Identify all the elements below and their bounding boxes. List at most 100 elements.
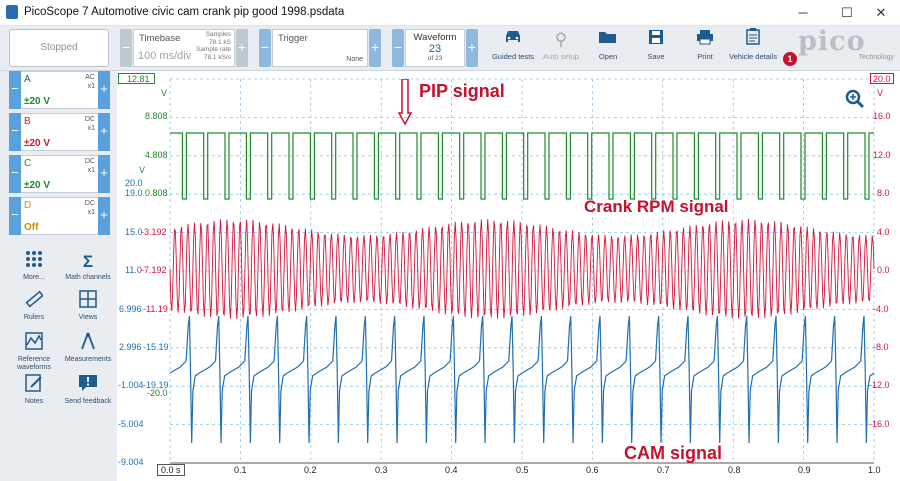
toolbar: Stopped − Timebase 100 ms/div Samples 78… [0,26,900,71]
waveform-next-button[interactable]: + [466,29,478,67]
time-axis-label: 0.5 [516,465,529,475]
time-axis-label: 0.3 [375,465,388,475]
auto-setup-label: Auto setup [543,52,579,61]
left-axis-label: 8.808 [145,111,168,121]
blue-axis-label: -9.004 [118,457,144,467]
sigma-icon: Σ [82,252,94,271]
channel-c-coupling: DC [84,158,95,165]
channel-d-increase-button[interactable]: + [98,197,110,235]
channel-c-probe: x1 [87,167,95,174]
channel-b-increase-button[interactable]: + [98,113,110,151]
time-axis-label: 0.9 [798,465,811,475]
blue-axis-label: 6.996 [119,304,142,314]
more-label: More... [23,274,45,281]
channel-b-range: ±20 V [24,138,51,149]
channel-a-name: A [24,74,31,85]
notification-badge[interactable]: 1 [783,52,797,66]
blue-axis-label: 2.996 [119,342,142,352]
ruler-icon [8,290,60,314]
channel-b-decrease-button[interactable]: − [9,113,21,151]
channel-c-increase-button[interactable]: + [98,155,110,193]
reference-waveforms-button[interactable]: Reference waveforms [8,332,60,371]
channel-a-increase-button[interactable]: + [98,71,110,109]
time-axis-label: 0.6 [586,465,599,475]
left-axis-label: -3.192 [141,227,167,237]
timebase-increase-button[interactable]: + [236,29,248,67]
timebase-decrease-button[interactable]: − [120,29,132,67]
waveform-panel: Waveform 23 of 23 [405,29,465,67]
minimize-button[interactable]: ─ [798,5,808,20]
folder-icon [580,28,636,52]
print-label: Print [697,52,713,61]
blue-axis-label: 11.0 [125,265,142,275]
left-sidebar: − A AC x1 ±20 V + − B DC x1 ±20 V + − C DC… [0,71,117,481]
auto-setup-button[interactable]: ⚲ Auto setup [533,28,589,68]
title-bar: PicoScope 7 Automotive civic cam crank p… [0,0,900,26]
channel-d-panel[interactable]: − D DC x1 Off + [9,197,110,235]
right-axis-label: 4.0 [877,227,890,237]
trigger-increase-button[interactable]: + [369,29,381,67]
waveform-total: of 23 [427,55,443,62]
run-stop-button[interactable]: Stopped [9,29,109,67]
print-button[interactable]: Print [677,28,733,68]
notes-icon [8,374,60,398]
channel-a-axis-top-marker[interactable]: 12.81 [118,73,155,84]
maximize-button[interactable]: ☐ [841,5,853,20]
scope-plot-area[interactable]: 12.81 V 20.0 V 8.808 4.808 V 20.0 19.0 0… [117,71,900,481]
pip-signal-annotation: PIP signal [419,81,505,101]
blue-axis-label: -1.004 [118,380,144,390]
channel-c-range: ±20 V [24,180,51,191]
right-axis-label: 16.0 [873,111,891,121]
time-axis-start-marker[interactable]: 0.0 s [157,464,185,476]
open-button[interactable]: Open [580,28,636,68]
right-axis-label: -8.0 [873,342,889,352]
waveform-previous-button[interactable]: − [392,29,404,67]
car-icon [485,28,541,52]
measurements-button[interactable]: Measurements [62,332,114,370]
window-title: PicoScope 7 Automotive civic cam crank p… [24,6,345,18]
right-axis-label: 8.0 [877,188,890,198]
right-axis-label: 0.0 [877,265,890,275]
time-axis-label: 0.4 [445,465,458,475]
more-button[interactable]: More... [8,250,60,288]
crank-rpm-annotation: Crank RPM signal [584,197,729,216]
left-axis-unit: V [139,165,146,175]
trigger-mode: None [346,56,363,63]
channel-a-coupling: AC [85,74,95,81]
save-icon [628,28,684,52]
send-feedback-button[interactable]: Send feedback [62,374,114,412]
channel-c-panel[interactable]: − C DC x1 ±20 V + [9,155,110,193]
wand-icon: ⚲ [554,30,568,49]
channel-b-panel[interactable]: − B DC x1 ±20 V + [9,113,110,151]
vehicle-details-button[interactable]: Vehicle details [725,28,781,68]
reference-waveform-icon [8,332,60,356]
channel-a-panel[interactable]: − A AC x1 ±20 V + [9,71,110,109]
feedback-icon [62,374,114,398]
left-axis-label: 0.808 [145,188,168,198]
time-axis-label: 0.1 [234,465,247,475]
right-axis-top-marker[interactable]: 20.0 [870,73,894,84]
right-axis-label: 12.0 [873,150,891,160]
reference-waveforms-label: Reference waveforms [17,356,51,371]
waveform-canvas[interactable] [117,71,900,481]
views-button[interactable]: Views [62,290,114,328]
save-button[interactable]: Save [628,28,684,68]
trigger-panel[interactable]: Trigger None [272,29,368,67]
math-channels-button[interactable]: Σ Math channels [62,250,114,288]
channel-a-decrease-button[interactable]: − [9,71,21,109]
down-arrow-icon [397,78,413,126]
trigger-decrease-button[interactable]: − [259,29,271,67]
channel-d-decrease-button[interactable]: − [9,197,21,235]
channel-c-decrease-button[interactable]: − [9,155,21,193]
guided-tests-button[interactable]: Guided tests [485,28,541,68]
blue-axis-label: 20.0 [125,178,143,188]
notes-button[interactable]: Notes [8,374,60,412]
timebase-panel[interactable]: Timebase 100 ms/div Samples 78.1 kS Samp… [133,29,235,67]
save-label: Save [647,52,665,61]
left-axis-label: -20.0 [147,388,168,398]
rulers-button[interactable]: Rulers [8,290,60,328]
zoom-icon[interactable] [844,88,866,110]
close-button[interactable]: ✕ [875,5,887,20]
measurement-icon [62,332,114,356]
clipboard-icon [725,28,781,52]
